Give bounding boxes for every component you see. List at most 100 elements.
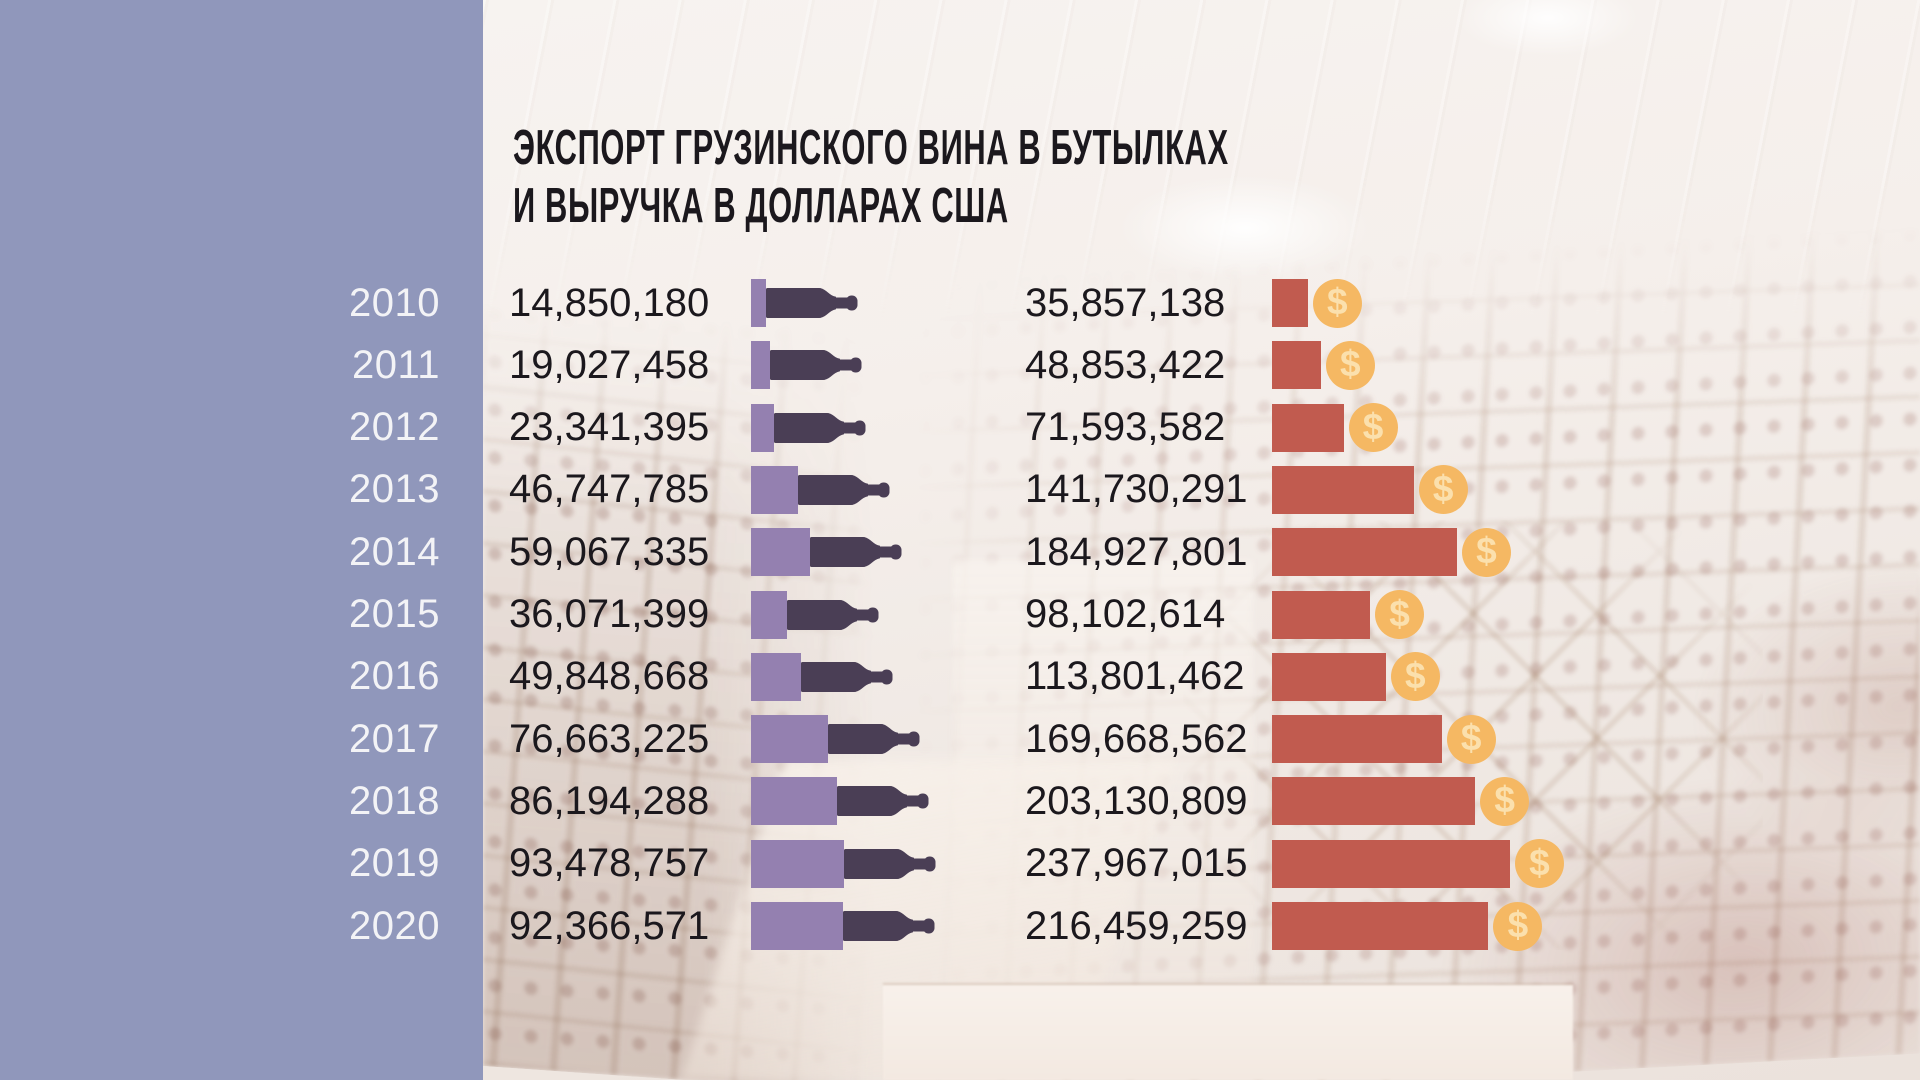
revenue-bar xyxy=(1272,777,1476,826)
dollar-symbol: $ xyxy=(1529,841,1550,883)
bottle-bar-segment xyxy=(751,715,828,764)
wine-cellar-photo-backdrop xyxy=(483,0,1920,1080)
dollar-symbol: $ xyxy=(1494,779,1515,821)
year-label: 2011 xyxy=(351,342,440,387)
year-label: 2020 xyxy=(349,903,440,948)
bottle-bar-segment xyxy=(751,528,811,577)
revenue-bar xyxy=(1272,715,1442,764)
data-row-2015: 2015 36,071,399 98,102,614 $ xyxy=(0,584,1920,646)
data-row-2017: 2017 76,663,225 169,668,562 $ xyxy=(0,708,1920,770)
revenue-value: 203,130,809 xyxy=(1025,778,1248,823)
wine-bottle-icon xyxy=(770,350,862,381)
wine-bottle-icon xyxy=(765,288,858,318)
tasting-counter xyxy=(883,985,1573,1080)
chart-title: ЭКСПОРТ ГРУЗИНСКОГО ВИНА В БУТЫЛКАХ И ВЫ… xyxy=(513,119,1229,235)
data-row-2018: 2018 86,194,288 203,130,809 $ xyxy=(0,770,1920,832)
bottle-bar-segment xyxy=(751,465,798,514)
bottle-bar-segment xyxy=(751,279,766,327)
dollar-symbol: $ xyxy=(1432,467,1454,509)
bottles-value: 93,478,757 xyxy=(509,841,710,886)
dollar-coin-icon: $ xyxy=(1418,465,1468,515)
bottles-value: 46,747,785 xyxy=(509,467,710,512)
revenue-bar xyxy=(1272,465,1414,514)
year-label: 2012 xyxy=(349,405,440,450)
dollar-symbol: $ xyxy=(1340,343,1361,385)
dollar-coin-icon: $ xyxy=(1348,403,1398,453)
revenue-bar xyxy=(1272,403,1344,452)
revenue-bar xyxy=(1272,902,1489,950)
wine-bottle-icon xyxy=(843,911,935,941)
revenue-value: 237,967,015 xyxy=(1025,841,1248,886)
bottle-bar-segment xyxy=(751,777,838,826)
data-row-2013: 2013 46,747,785 141,730,291 $ xyxy=(0,459,1920,521)
bottles-value: 23,341,395 xyxy=(509,405,710,450)
dollar-symbol: $ xyxy=(1507,904,1529,945)
data-row-2012: 2012 23,341,395 71,593,582 $ xyxy=(0,397,1920,459)
year-label: 2017 xyxy=(349,716,440,761)
dollar-symbol: $ xyxy=(1327,281,1348,322)
dollar-coin-icon: $ xyxy=(1390,652,1440,702)
year-label: 2013 xyxy=(349,467,440,512)
bottles-value: 49,848,668 xyxy=(509,654,710,699)
dollar-coin-icon: $ xyxy=(1461,527,1511,577)
revenue-value: 169,668,562 xyxy=(1025,716,1248,761)
data-row-2020: 2020 92,366,571 216,459,259 $ xyxy=(0,895,1920,957)
bottle-bar-segment xyxy=(751,590,788,639)
bottles-value: 86,194,288 xyxy=(509,778,710,823)
dollar-coin-icon: $ xyxy=(1446,714,1496,764)
year-label: 2016 xyxy=(349,654,440,699)
data-row-2010: 2010 14,850,180 35,857,138 $ xyxy=(0,272,1920,334)
revenue-bar xyxy=(1272,279,1308,327)
year-label: 2015 xyxy=(349,592,440,636)
data-row-2019: 2019 93,478,757 237,967,015 $ xyxy=(0,833,1920,895)
dollar-symbol: $ xyxy=(1389,592,1410,634)
revenue-value: 98,102,614 xyxy=(1025,592,1226,636)
wine-bottle-icon xyxy=(810,537,902,568)
data-row-2011: 2011 19,027,458 48,853,422 $ xyxy=(0,334,1920,396)
dollar-coin-icon: $ xyxy=(1312,278,1362,328)
revenue-value: 141,730,291 xyxy=(1025,467,1248,512)
dollar-symbol: $ xyxy=(1460,717,1482,759)
year-label: 2018 xyxy=(349,778,440,823)
bottles-value: 19,027,458 xyxy=(509,342,710,387)
dollar-coin-icon: $ xyxy=(1375,590,1425,639)
wine-bottle-icon xyxy=(787,599,879,630)
dollar-symbol: $ xyxy=(1476,530,1497,572)
data-row-2016: 2016 49,848,668 113,801,462 $ xyxy=(0,646,1920,708)
bottle-bar-segment xyxy=(751,902,844,950)
revenue-bar xyxy=(1272,528,1457,577)
revenue-bar xyxy=(1272,341,1321,390)
revenue-bar xyxy=(1272,652,1386,701)
wine-bottle-icon xyxy=(837,786,929,817)
dollar-coin-icon: $ xyxy=(1514,839,1564,889)
revenue-value: 216,459,259 xyxy=(1025,903,1248,948)
dollar-coin-icon: $ xyxy=(1480,776,1530,826)
revenue-value: 113,801,462 xyxy=(1025,654,1245,699)
year-label: 2019 xyxy=(349,841,440,886)
chart-title-line2: И ВЫРУЧКА В ДОЛЛАРАХ США xyxy=(513,179,1009,233)
wine-bottle-icon xyxy=(844,848,936,879)
bottles-value: 14,850,180 xyxy=(509,280,710,325)
bottles-value: 36,071,399 xyxy=(509,592,710,636)
bottle-bar-segment xyxy=(751,341,771,390)
bottle-bar-segment xyxy=(751,403,775,452)
year-label: 2010 xyxy=(349,280,440,325)
bottles-value: 92,366,571 xyxy=(509,903,710,948)
dollar-coin-icon: $ xyxy=(1325,340,1375,390)
wine-bottle-icon xyxy=(800,661,893,692)
year-label: 2014 xyxy=(349,529,440,574)
wine-bottle-icon xyxy=(827,724,920,755)
revenue-value: 71,593,582 xyxy=(1025,405,1226,450)
dollar-symbol: $ xyxy=(1362,405,1384,447)
years-sidebar xyxy=(0,0,483,1080)
bottles-value: 59,067,335 xyxy=(509,529,710,574)
bottles-value: 76,663,225 xyxy=(509,716,710,761)
revenue-bar xyxy=(1272,839,1510,888)
revenue-value: 184,927,801 xyxy=(1025,529,1248,574)
wine-bottle-icon xyxy=(797,474,890,505)
revenue-value: 48,853,422 xyxy=(1025,342,1226,387)
wine-bottle-icon xyxy=(774,412,866,443)
data-row-2014: 2014 59,067,335 184,927,801 $ xyxy=(0,521,1920,583)
revenue-value: 35,857,138 xyxy=(1025,280,1226,325)
